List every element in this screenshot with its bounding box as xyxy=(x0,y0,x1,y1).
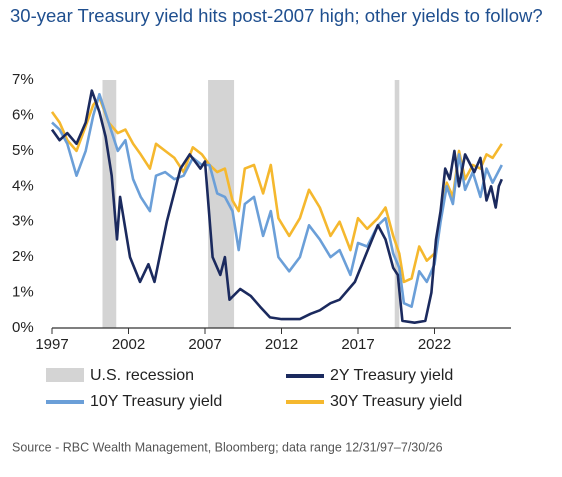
y-tick-label: 1% xyxy=(12,284,34,301)
legend-label: 10Y Treasury yield xyxy=(90,393,222,410)
legend-swatch xyxy=(46,368,84,382)
y-tick-label: 4% xyxy=(12,177,34,194)
legend-label: U.S. recession xyxy=(90,367,194,384)
series-line xyxy=(51,92,503,308)
x-tick-label: 2022 xyxy=(418,336,451,353)
recession-band xyxy=(394,80,400,328)
source-note: Source - RBC Wealth Management, Bloomber… xyxy=(12,440,443,454)
x-tick-label: 2007 xyxy=(188,336,221,353)
y-tick-label: 3% xyxy=(12,213,34,230)
x-tick-label: 2017 xyxy=(341,336,374,353)
legend-label: 30Y Treasury yield xyxy=(330,393,462,410)
y-tick-label: 0% xyxy=(12,319,34,336)
title-box: 30-year Treasury yield hits post-2007 hi… xyxy=(10,5,543,26)
x-tick-label: 1997 xyxy=(35,336,68,353)
y-tick-label: 5% xyxy=(12,142,34,159)
chart-title: 30-year Treasury yield hits post-2007 hi… xyxy=(10,5,543,26)
x-tick-label: 2002 xyxy=(112,336,145,353)
y-tick-label: 2% xyxy=(12,248,34,265)
y-tick-label: 6% xyxy=(12,106,34,123)
y-tick-label: 7% xyxy=(12,71,34,88)
series-line xyxy=(50,89,503,324)
x-tick-label: 2012 xyxy=(265,336,298,353)
legend-label: 2Y Treasury yield xyxy=(330,367,453,384)
